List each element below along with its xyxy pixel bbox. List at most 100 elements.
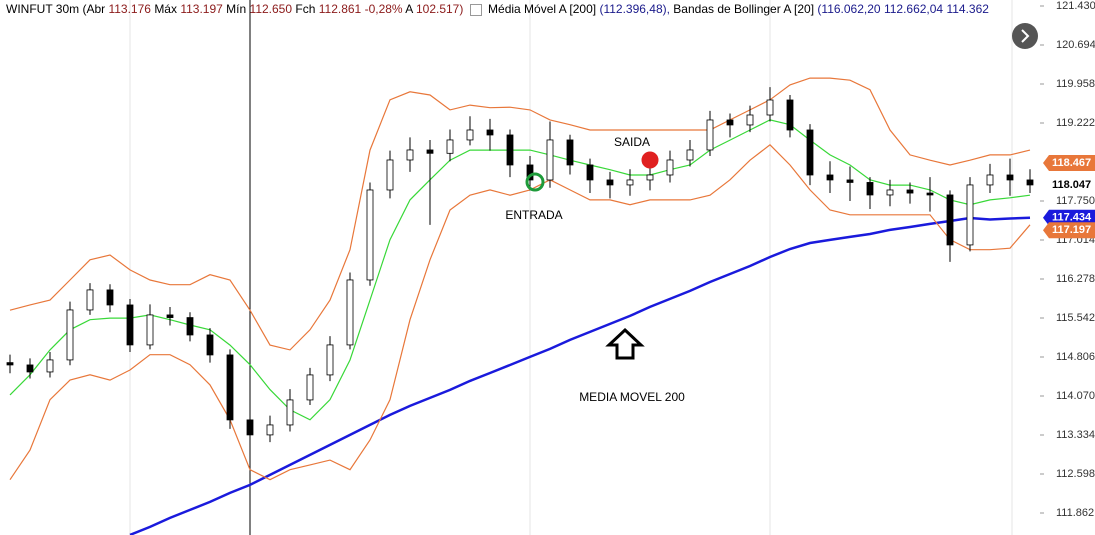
price-tag xyxy=(1043,209,1095,226)
price-tag-label: 118.047 xyxy=(1052,179,1091,191)
y-tick-label: 112.598 xyxy=(1056,468,1095,480)
candle-body xyxy=(1006,174,1014,181)
candle-body xyxy=(346,279,354,346)
value: 113.197 xyxy=(180,2,223,16)
candle-body xyxy=(26,364,34,373)
candle-body xyxy=(806,129,814,176)
candle-body xyxy=(706,119,714,151)
value: (112.396,48), xyxy=(599,2,670,16)
candle-body xyxy=(1026,179,1034,186)
candle-body xyxy=(686,149,694,161)
candle-body xyxy=(246,419,254,436)
plot: 121.430120.694119.958119.222117.750117.0… xyxy=(6,0,1095,535)
header: WINFUT 30m (Abr 113.176 Máx 113.197 Mín … xyxy=(6,2,989,16)
candle-body xyxy=(226,354,234,421)
candle-body xyxy=(6,362,14,366)
symbol: WINFUT 30m (Abr xyxy=(6,2,106,16)
y-tick-label: 117.750 xyxy=(1056,195,1095,207)
y-tick-label: 116.278 xyxy=(1056,273,1095,285)
candle-body xyxy=(886,189,894,196)
value: (116.062,20 xyxy=(817,2,881,16)
value: -0,28% xyxy=(364,2,403,16)
candle-body xyxy=(406,149,414,161)
candle-body xyxy=(206,334,214,356)
candle-body xyxy=(966,184,974,246)
candle-body xyxy=(546,139,554,181)
candle-body xyxy=(946,194,954,246)
candle-body xyxy=(786,99,794,131)
annotation: MEDIA MOVEL 200 xyxy=(579,390,685,404)
entry-marker xyxy=(525,172,545,192)
price-tag-label: 117.434 xyxy=(1052,212,1092,224)
value: 113.176 xyxy=(108,2,151,16)
candle-body xyxy=(866,182,874,196)
candle-body xyxy=(426,149,434,154)
indicator-line xyxy=(129,216,1031,535)
candle-body xyxy=(66,309,74,361)
candle-body xyxy=(146,314,154,346)
annotation: ENTRADA xyxy=(505,208,562,222)
indicator: Bandas de Bollinger A [20] xyxy=(673,2,815,16)
label: A xyxy=(405,2,413,16)
indicator-line xyxy=(9,77,1031,351)
y-tick-label: 115.542 xyxy=(1056,312,1095,324)
y-tick-label: 111.862 xyxy=(1056,507,1094,519)
value: 102.517) xyxy=(415,2,464,16)
candle-body xyxy=(446,139,454,154)
candle-body xyxy=(326,344,334,376)
y-tick-label: 121.430 xyxy=(1056,0,1095,12)
candle-body xyxy=(366,189,374,281)
indicator-line xyxy=(9,119,1031,421)
y-tick-label: 120.694 xyxy=(1056,39,1095,51)
arrow xyxy=(605,327,645,360)
y-tick-label: 114.806 xyxy=(1056,351,1095,363)
value: 114.362 xyxy=(946,2,989,16)
candle-body xyxy=(86,289,94,311)
candle-body xyxy=(586,164,594,181)
value: 112.662,04 xyxy=(883,2,944,16)
indicator-icon[interactable] xyxy=(469,3,482,16)
candle-body xyxy=(186,317,194,336)
candle-body xyxy=(106,289,114,306)
candle-body xyxy=(126,304,134,346)
nav-button[interactable] xyxy=(1012,23,1038,49)
value: 112.650 xyxy=(249,2,293,16)
candle-body xyxy=(626,179,634,186)
candle-body xyxy=(166,314,174,318)
candle-body xyxy=(766,99,774,116)
price-tag xyxy=(1043,177,1095,194)
candle-body xyxy=(506,134,514,166)
exit-marker xyxy=(641,151,659,169)
price-tag xyxy=(1043,155,1095,172)
nav-icon xyxy=(1021,29,1030,43)
candle-body xyxy=(666,159,674,176)
candle-body xyxy=(746,114,754,126)
candle-body xyxy=(926,192,934,196)
price-tag xyxy=(1043,222,1095,239)
candle-body xyxy=(306,374,314,401)
candle-body xyxy=(466,129,474,141)
y-tick-label: 114.070 xyxy=(1056,390,1095,402)
candle-body xyxy=(826,174,834,181)
y-tick-label: 119.222 xyxy=(1056,117,1095,129)
value: 112.861 xyxy=(318,2,362,16)
annotation: SAIDA xyxy=(614,135,650,149)
price-tag-label: 117.197 xyxy=(1052,224,1091,236)
candle-body xyxy=(266,424,274,436)
candle-body xyxy=(46,359,54,373)
label: Máx xyxy=(154,2,177,16)
candle-body xyxy=(846,179,854,183)
candle-body xyxy=(726,119,734,126)
label: Fch xyxy=(295,2,316,16)
candle-body xyxy=(526,164,534,181)
label: Mín xyxy=(226,2,247,16)
candle-body xyxy=(566,139,574,166)
candle-body xyxy=(906,189,914,194)
candle-body xyxy=(486,129,494,136)
candle-body xyxy=(646,174,654,181)
candle-body xyxy=(606,179,614,186)
indicator: Média Móvel A [200] xyxy=(488,2,597,16)
candle-body xyxy=(286,399,294,426)
